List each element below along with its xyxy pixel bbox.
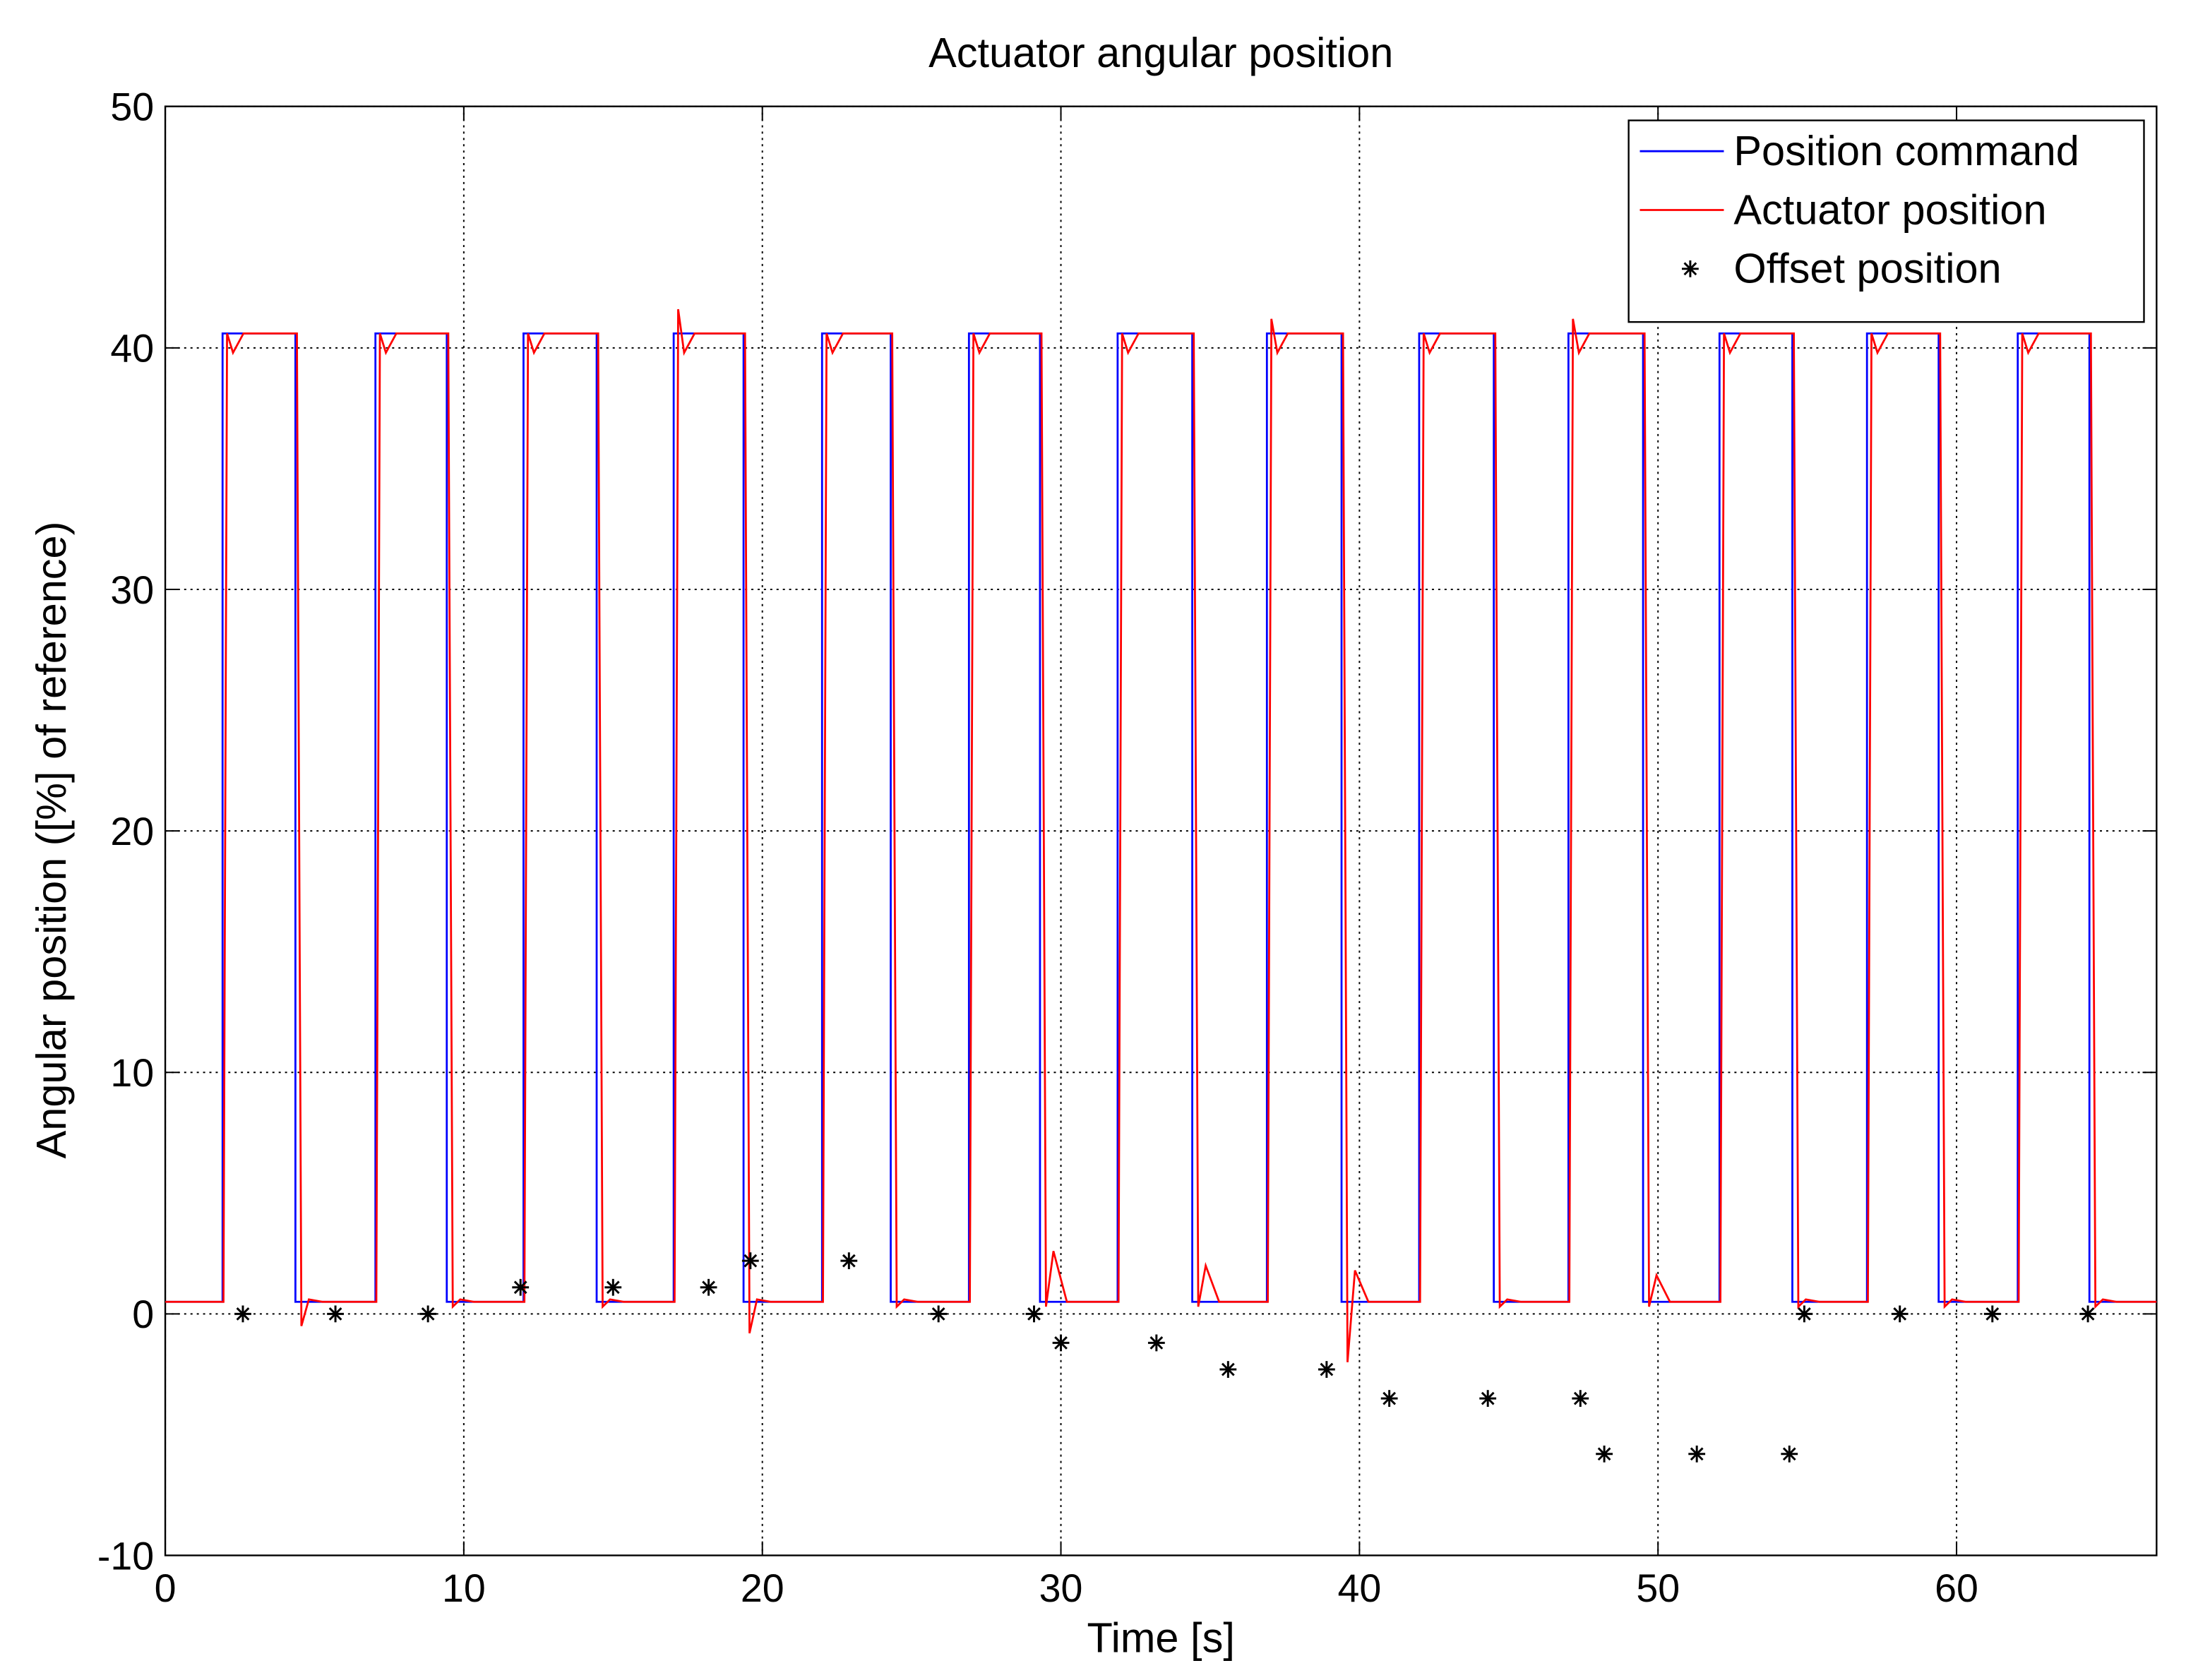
marker	[512, 1278, 530, 1296]
marker-stroke	[2081, 1307, 2095, 1321]
legend-label: Actuator position	[1733, 186, 2046, 233]
x-tick-label: 60	[1935, 1566, 1978, 1610]
marker-stroke	[1573, 1391, 1587, 1405]
marker-stroke	[606, 1280, 620, 1295]
x-tick-label: 50	[1636, 1566, 1680, 1610]
marker-stroke	[328, 1307, 342, 1321]
marker-stroke	[513, 1280, 527, 1295]
y-tick-label: -10	[97, 1534, 154, 1578]
marker	[1781, 1445, 1798, 1463]
marker	[1983, 1305, 2001, 1323]
marker-stroke	[1054, 1336, 1068, 1350]
marker	[1318, 1361, 1335, 1378]
marker	[700, 1278, 717, 1296]
marker-stroke	[1221, 1362, 1235, 1376]
marker	[930, 1305, 948, 1323]
marker	[1681, 260, 1699, 277]
marker-stroke	[702, 1280, 715, 1295]
data-line	[165, 308, 2157, 1362]
legend-label: Position command	[1733, 127, 2079, 174]
y-tick-label: 20	[110, 810, 154, 853]
marker-stroke	[236, 1307, 250, 1321]
marker	[741, 1252, 759, 1269]
x-tick-label: 0	[155, 1566, 177, 1610]
marker	[1147, 1334, 1165, 1352]
marker	[1052, 1334, 1070, 1352]
marker-stroke	[1382, 1391, 1397, 1405]
legend-label: Offset position	[1733, 245, 2001, 292]
marker-stroke	[1690, 1447, 1704, 1461]
marker	[419, 1305, 437, 1323]
marker	[1891, 1305, 1909, 1323]
marker	[840, 1252, 858, 1269]
marker-stroke	[1597, 1447, 1611, 1461]
marker	[1596, 1445, 1613, 1463]
marker-stroke	[1149, 1336, 1164, 1350]
legend-box	[1627, 119, 2145, 323]
marker	[1572, 1390, 1589, 1408]
marker-stroke	[1782, 1447, 1796, 1461]
marker	[1025, 1305, 1043, 1323]
y-tick-label: 10	[110, 1051, 154, 1095]
x-tick-label: 10	[442, 1566, 486, 1610]
x-tick-label: 30	[1039, 1566, 1083, 1610]
chart-title: Actuator angular position	[928, 29, 1393, 76]
marker-stroke	[1027, 1307, 1041, 1321]
x-tick-label: 40	[1337, 1566, 1381, 1610]
marker-stroke	[842, 1254, 856, 1268]
marker-stroke	[421, 1307, 435, 1321]
marker	[1380, 1390, 1398, 1408]
marker	[234, 1305, 251, 1323]
x-tick-label: 20	[741, 1566, 784, 1610]
marker-stroke	[1683, 262, 1697, 276]
plot-frame	[164, 105, 2158, 1556]
y-axis-label: Angular position ([%] of reference)	[28, 522, 75, 1159]
marker-stroke	[1320, 1362, 1334, 1376]
marker-stroke	[1798, 1307, 1811, 1321]
marker-stroke	[1893, 1307, 1907, 1321]
marker-stroke	[1481, 1391, 1495, 1405]
plot-layer	[165, 308, 2157, 1463]
marker	[2079, 1305, 2096, 1323]
marker-stroke	[931, 1307, 945, 1321]
y-tick-label: 40	[110, 327, 154, 371]
marker	[1796, 1305, 1813, 1323]
marker	[327, 1305, 344, 1323]
marker-stroke	[743, 1254, 758, 1268]
y-tick-label: 50	[110, 85, 154, 129]
marker	[1479, 1390, 1497, 1408]
marker	[1219, 1361, 1237, 1378]
marker-stroke	[1985, 1307, 2000, 1321]
marker	[1688, 1445, 1706, 1463]
y-tick-label: 30	[110, 568, 154, 612]
y-tick-label: 0	[132, 1292, 154, 1336]
x-axis-label: Time [s]	[1087, 1614, 1235, 1661]
marker	[604, 1278, 622, 1296]
